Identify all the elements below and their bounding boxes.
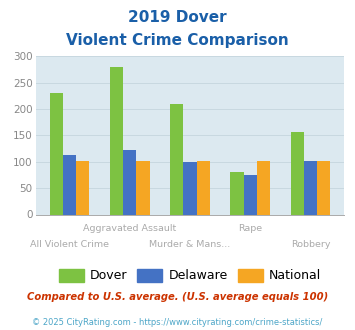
Bar	[76, 161, 89, 214]
Bar	[230, 172, 244, 215]
Bar	[110, 67, 123, 214]
Bar	[136, 161, 149, 214]
Bar	[197, 161, 210, 214]
Text: © 2025 CityRating.com - https://www.cityrating.com/crime-statistics/: © 2025 CityRating.com - https://www.city…	[32, 318, 323, 327]
Text: All Violent Crime: All Violent Crime	[30, 240, 109, 249]
Text: Murder & Mans...: Murder & Mans...	[149, 240, 230, 249]
Text: 2019 Dover: 2019 Dover	[128, 10, 227, 25]
Bar	[50, 93, 63, 214]
Bar	[123, 149, 136, 214]
Bar	[183, 162, 197, 214]
Bar	[317, 161, 330, 214]
Bar	[290, 132, 304, 214]
Text: Violent Crime Comparison: Violent Crime Comparison	[66, 33, 289, 48]
Bar	[304, 161, 317, 214]
Bar	[244, 175, 257, 214]
Bar	[170, 104, 183, 214]
Text: Compared to U.S. average. (U.S. average equals 100): Compared to U.S. average. (U.S. average …	[27, 292, 328, 302]
Bar	[257, 161, 270, 215]
Legend: Dover, Delaware, National: Dover, Delaware, National	[54, 264, 326, 287]
Text: Aggravated Assault: Aggravated Assault	[83, 224, 176, 233]
Text: Rape: Rape	[238, 224, 262, 233]
Text: Robbery: Robbery	[291, 240, 330, 249]
Bar	[63, 155, 76, 214]
